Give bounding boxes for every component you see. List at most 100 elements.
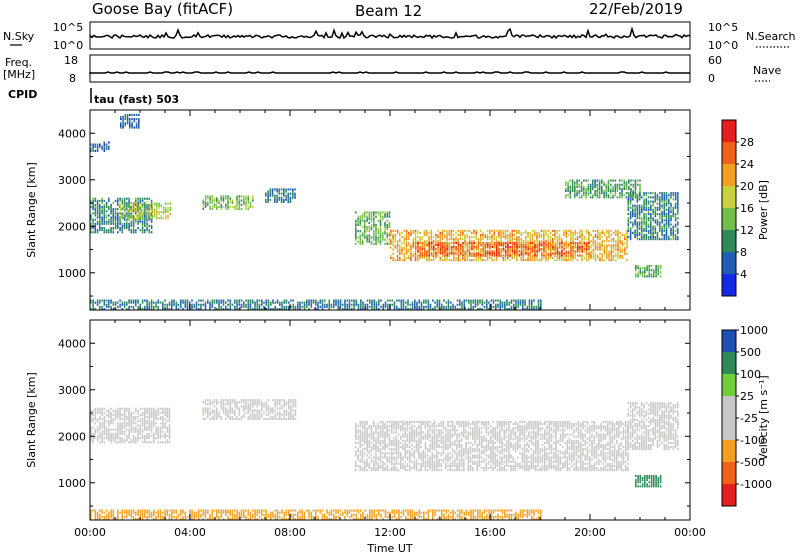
range-gate-cell [473,246,476,249]
range-gate-cell [280,192,283,195]
range-gate-cell [292,192,294,195]
range-gate-cell [168,407,171,410]
range-gate-cell [565,246,568,249]
range-gate-cell [393,303,396,306]
range-gate-cell [388,215,391,218]
range-gate-cell [547,238,550,241]
range-gate-cell [410,254,412,257]
range-gate-cell [499,305,502,308]
range-gate-cell [384,462,386,465]
range-gate-cell [565,250,568,253]
range-gate-cell [377,228,380,231]
range-gate-cell [461,307,463,310]
range-gate-cell [357,450,359,453]
range-gate-cell [119,413,121,416]
range-gate-cell [501,303,504,306]
range-gate-cell [610,229,613,232]
range-gate-cell [635,275,637,278]
range-gate-cell [168,430,171,433]
range-gate-cell [153,418,155,421]
range-gate-cell [670,215,672,218]
range-gate-cell [294,194,296,197]
range-gate-cell [594,190,596,193]
range-gate-cell [466,241,469,244]
range-gate-cell [155,411,157,414]
range-gate-cell [379,226,382,229]
range-gate-cell [110,434,112,437]
range-gate-cell [101,411,103,414]
range-gate-cell [543,243,545,246]
range-gate-cell [132,422,135,425]
range-gate-cell [469,254,471,257]
range-gate-cell [464,229,466,232]
power-colorbar-label: Power [dB] [757,180,770,240]
freq-label-line2: [MHz] [3,68,35,81]
range-gate-cell [670,217,672,220]
range-gate-cell [132,420,135,423]
range-gate-cell [139,407,142,410]
range-gate-cell [619,257,622,260]
range-gate-cell [423,240,426,243]
range-gate-cell [124,124,127,127]
range-gate-cell [159,428,162,431]
range-gate-cell [457,250,460,253]
range-gate-cell [364,305,367,308]
range-gate-cell [536,243,539,246]
range-gate-cell [527,254,530,257]
range-gate-cell [128,201,130,204]
range-gate-cell [616,196,619,199]
range-gate-cell [379,441,382,444]
range-gate-cell [665,192,668,195]
range-gate-cell [373,420,375,423]
range-gate-cell [110,439,112,442]
range-gate-cell [377,441,380,444]
range-gate-cell [105,420,108,423]
range-gate-cell [191,303,193,306]
range-gate-cell [227,409,229,412]
range-gate-cell [468,307,470,310]
range-gate-cell [357,305,360,308]
range-gate-cell [444,236,446,239]
range-gate-cell [386,431,389,434]
range-gate-cell [357,307,360,310]
range-gate-cell [448,243,451,246]
range-gate-cell [159,407,162,410]
range-gate-cell [661,194,663,197]
range-gate-cell [608,229,610,232]
range-gate-cell [238,303,241,306]
range-gate-cell [388,469,391,472]
range-gate-cell [430,238,433,241]
range-gate-cell [146,299,148,302]
range-gate-cell [384,215,386,218]
range-gate-cell [366,446,368,449]
range-gate-cell [507,236,509,239]
range-gate-cell [563,233,565,236]
range-gate-cell [368,211,371,214]
range-gate-cell [388,420,391,423]
range-gate-cell [605,194,608,197]
range-gate-cell [108,299,110,302]
range-gate-cell [510,307,513,310]
range-gate-cell [92,413,94,416]
range-gate-cell [234,299,236,302]
range-gate-cell [567,187,569,190]
range-gate-cell [583,194,585,197]
range-gate-cell [249,417,252,420]
range-gate-cell [283,411,286,414]
range-gate-cell [229,305,232,308]
range-gate-cell [105,409,108,412]
range-gate-cell [384,441,386,444]
range-gate-cell [590,250,592,253]
range-gate-cell [516,240,518,243]
range-gate-cell [379,464,382,467]
range-gate-cell [276,411,279,414]
range-gate-cell [629,210,632,213]
range-gate-cell [417,254,419,257]
range-gate-cell [659,238,661,241]
range-gate-cell [384,425,386,428]
range-gate-cell [99,432,101,435]
range-gate-cell [665,200,668,203]
range-gate-cell [424,241,426,244]
range-gate-cell [665,208,668,211]
